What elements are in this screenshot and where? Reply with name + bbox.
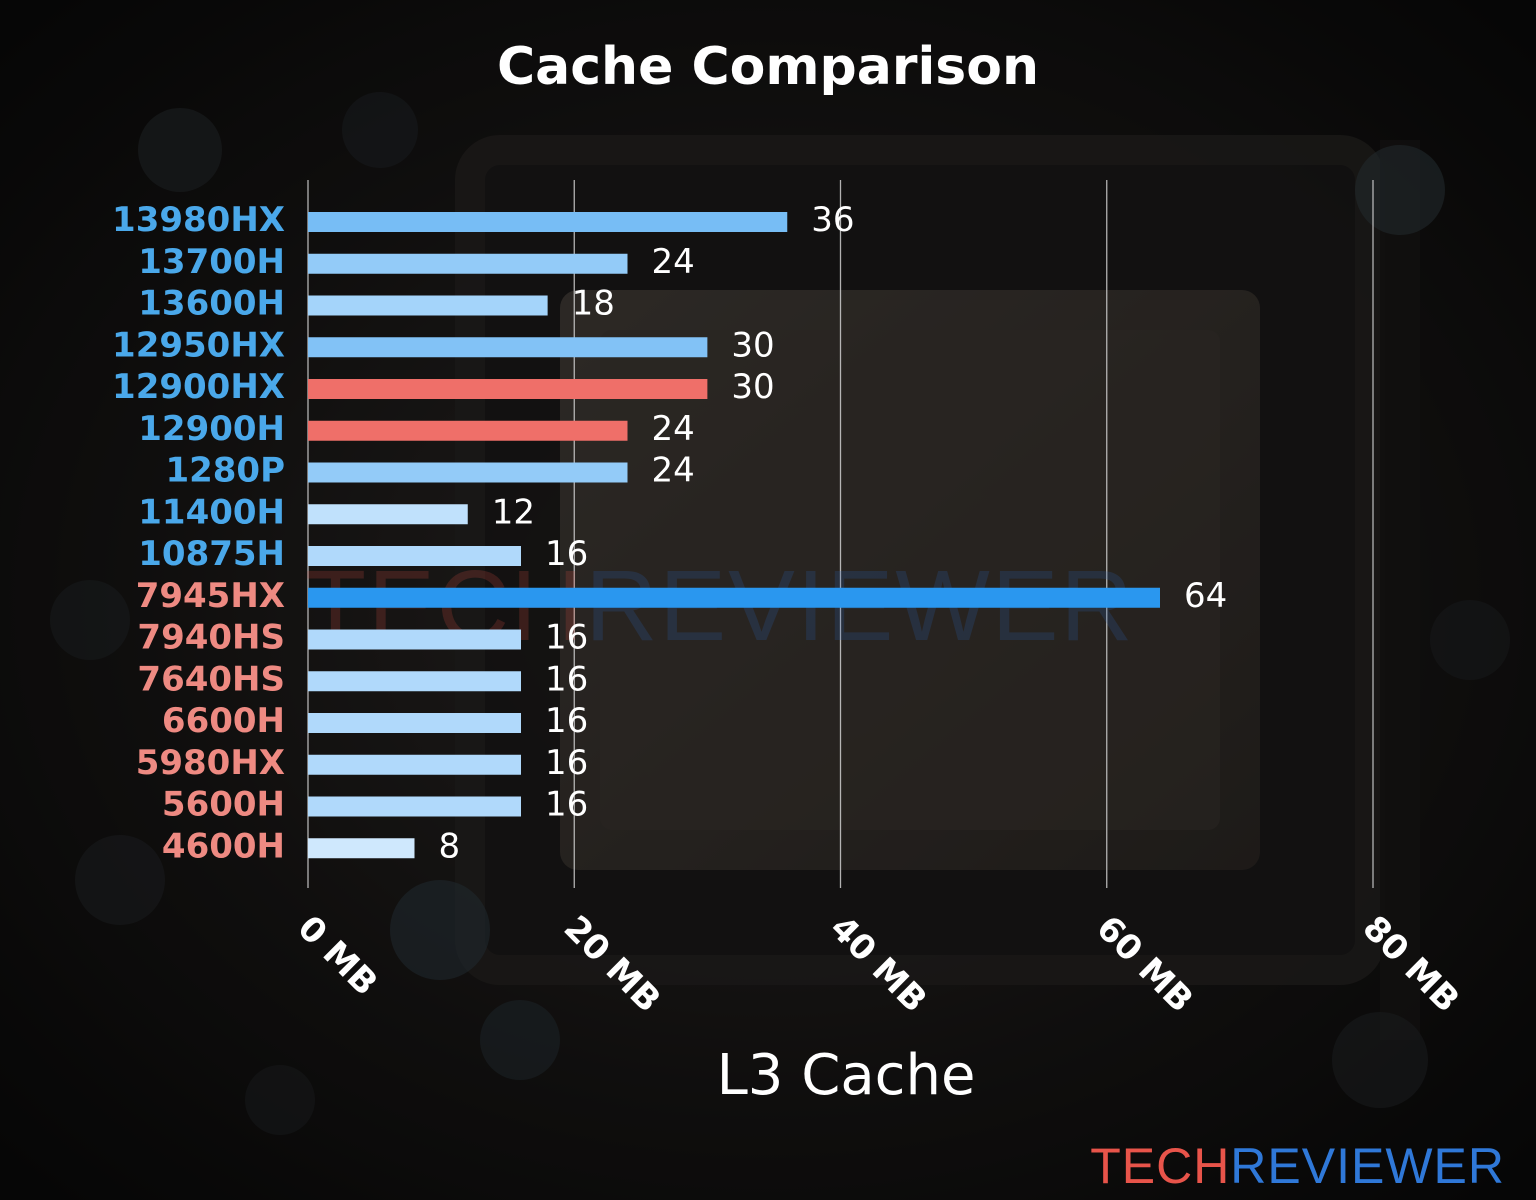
value-label: 12	[492, 492, 535, 532]
category-label: 1280P	[165, 451, 285, 491]
x-axis-label: L3 Cache	[717, 1043, 976, 1108]
bar	[308, 212, 788, 232]
chart-title: Cache Comparison	[497, 37, 1039, 97]
value-label: 30	[731, 367, 774, 407]
x-tick-label: 40 MB	[822, 908, 934, 1020]
value-label: 18	[572, 284, 615, 324]
value-label: 16	[545, 659, 588, 699]
category-label: 12900HX	[112, 367, 285, 407]
category-label: 13980HX	[112, 200, 285, 240]
value-label: 16	[545, 785, 588, 825]
bar	[308, 295, 548, 316]
category-label: 12900H	[138, 409, 285, 449]
logo-tech: TECH	[1090, 1138, 1230, 1194]
category-label: 7640HS	[137, 659, 285, 699]
category-labels: 13980HX13700H13600H12950HX12900HX12900H1…	[112, 200, 285, 866]
bar	[308, 838, 415, 859]
value-label: 24	[652, 409, 695, 449]
bar	[308, 587, 1160, 608]
gridlines	[307, 180, 1374, 888]
category-label: 10875H	[138, 534, 285, 574]
bar	[308, 379, 708, 399]
value-label: 8	[439, 826, 461, 866]
bar	[308, 671, 521, 692]
category-label: 6600H	[162, 701, 285, 741]
category-label: 7945HX	[136, 576, 285, 616]
bar	[308, 420, 628, 441]
value-label: 16	[545, 618, 588, 658]
value-label: 64	[1184, 576, 1227, 616]
x-tick-label: 60 MB	[1088, 908, 1200, 1020]
category-label: 11400H	[138, 492, 285, 532]
x-tick-label: 80 MB	[1355, 908, 1467, 1020]
bar	[308, 629, 521, 650]
value-label: 16	[545, 701, 588, 741]
x-tick-labels: 0 MB 20 MB 40 MB 60 MB 80 MB	[290, 908, 1467, 1020]
bar	[308, 337, 708, 358]
bar	[308, 754, 521, 775]
bar	[308, 796, 521, 817]
value-label: 24	[652, 242, 695, 282]
bar	[308, 462, 628, 483]
value-label: 36	[811, 200, 854, 240]
value-label: 30	[731, 325, 774, 365]
value-label: 24	[652, 451, 695, 491]
bar	[308, 253, 628, 274]
category-label: 5980HX	[136, 743, 285, 783]
category-label: 12950HX	[112, 325, 285, 365]
category-label: 4600H	[162, 826, 285, 866]
bars	[308, 212, 1160, 859]
value-label: 16	[545, 743, 588, 783]
bar	[308, 713, 521, 733]
category-label: 5600H	[162, 785, 285, 825]
x-tick-label: 20 MB	[556, 908, 668, 1020]
value-label: 16	[545, 534, 588, 574]
bar	[308, 546, 521, 566]
category-label: 7940HS	[137, 618, 285, 658]
bar	[308, 504, 468, 525]
techreviewer-logo: TECHREVIEWER	[1090, 1138, 1505, 1194]
logo-reviewer: REVIEWER	[1230, 1138, 1505, 1194]
category-label: 13700H	[138, 242, 285, 282]
category-label: 13600H	[138, 284, 285, 324]
x-tick-label: 0 MB	[290, 908, 386, 1004]
